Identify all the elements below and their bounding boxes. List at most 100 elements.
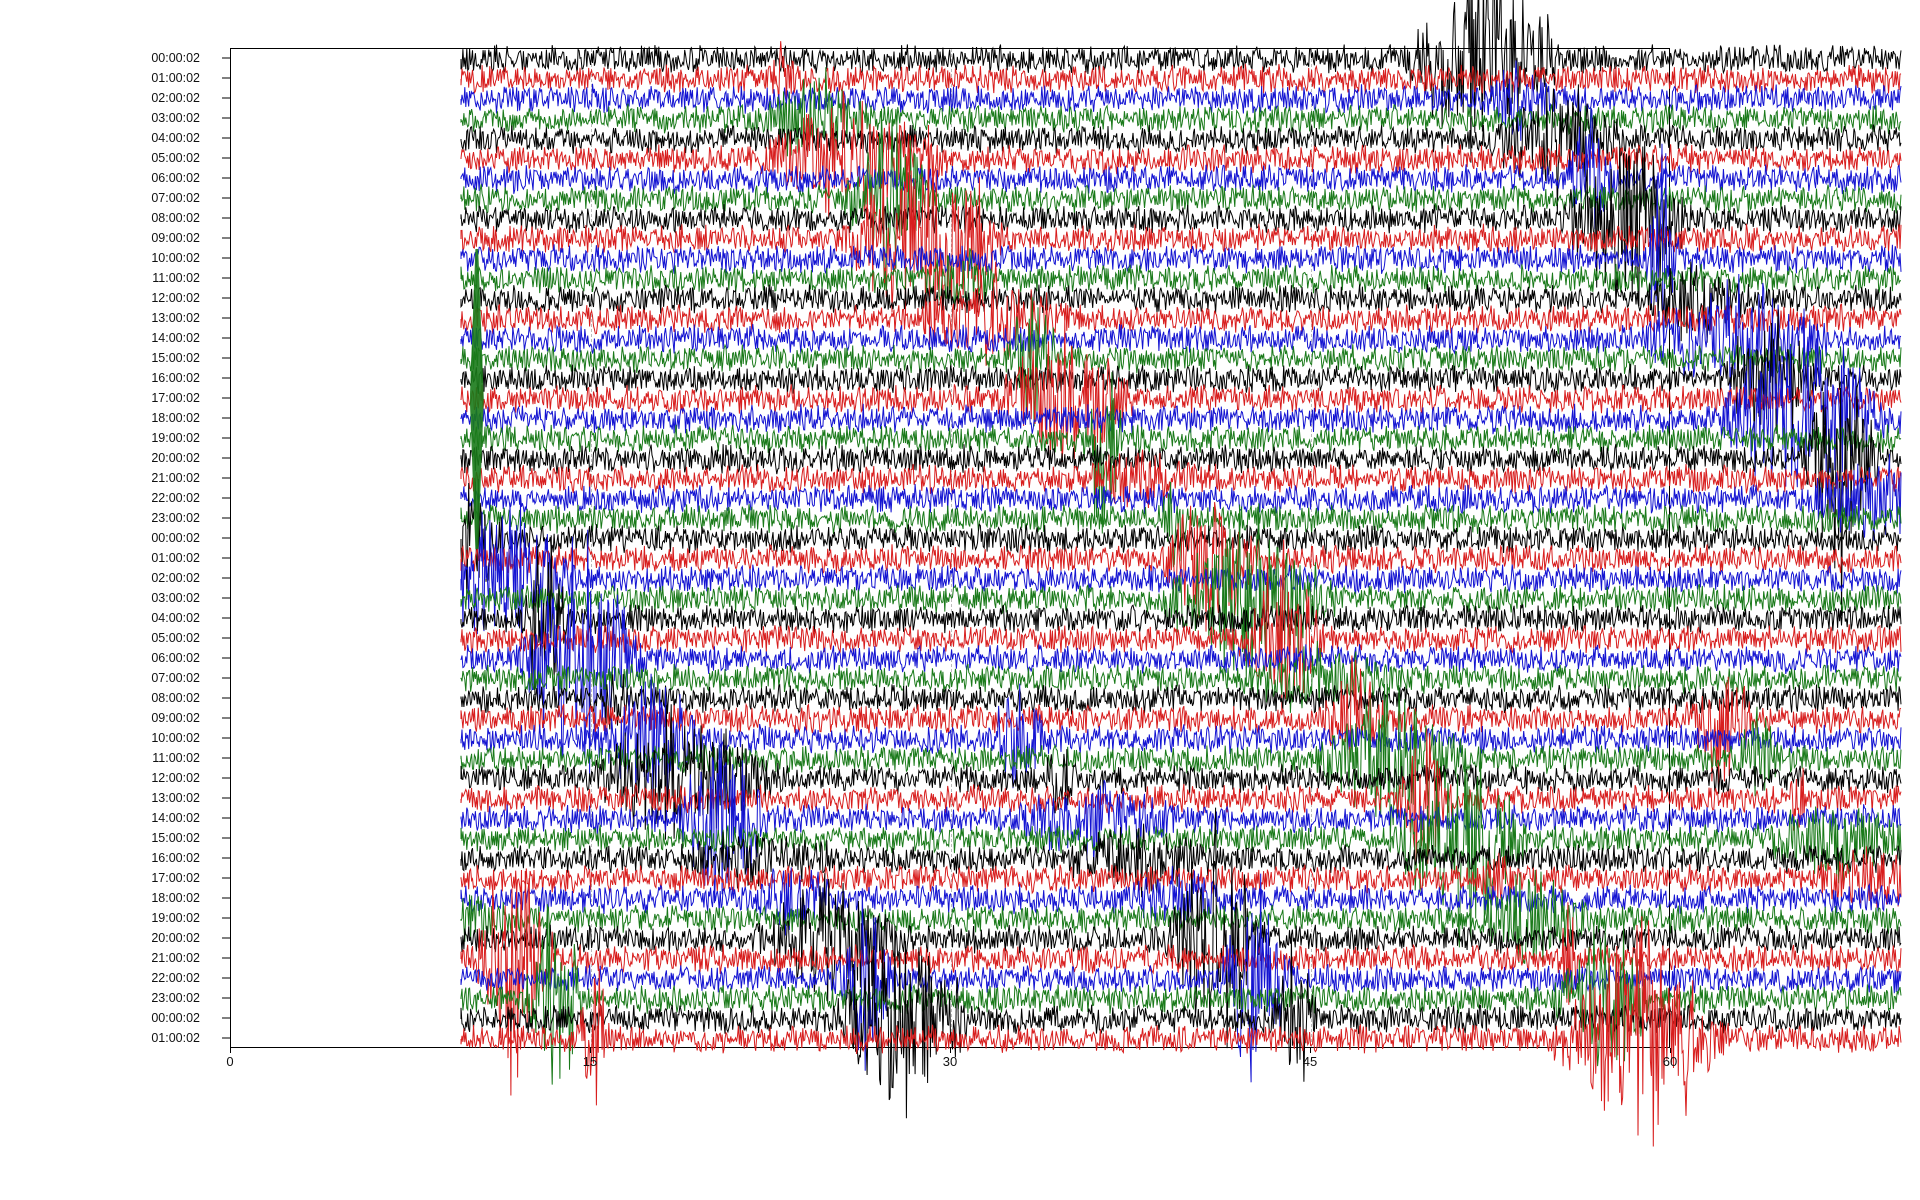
- row-tick-40: [222, 858, 230, 859]
- row-time-label-4: 04:00:02: [0, 131, 210, 145]
- row-tick-38: [222, 818, 230, 819]
- row-time-label-29: 05:00:02: [0, 631, 210, 645]
- row-tick-7: [222, 198, 230, 199]
- row-time-label-31: 07:00:02: [0, 671, 210, 685]
- row-time-label-22: 22:00:02: [0, 491, 210, 505]
- row-time-label-48: 00:00:02: [0, 1011, 210, 1025]
- row-time-label-5: 05:00:02: [0, 151, 210, 165]
- xaxis-tick-mark-30: [950, 1048, 951, 1053]
- row-tick-13: [222, 318, 230, 319]
- row-time-label-16: 16:00:02: [0, 371, 210, 385]
- row-time-label-32: 08:00:02: [0, 691, 210, 705]
- row-time-label-24: 00:00:02: [0, 531, 210, 545]
- row-time-label-39: 15:00:02: [0, 831, 210, 845]
- row-time-label-9: 09:00:02: [0, 231, 210, 245]
- row-time-label-19: 19:00:02: [0, 431, 210, 445]
- row-time-label-2: 02:00:02: [0, 91, 210, 105]
- row-tick-41: [222, 878, 230, 879]
- row-time-label-34: 10:00:02: [0, 731, 210, 745]
- row-tick-39: [222, 838, 230, 839]
- row-time-label-37: 13:00:02: [0, 791, 210, 805]
- row-time-label-30: 06:00:02: [0, 651, 210, 665]
- row-time-label-15: 15:00:02: [0, 351, 210, 365]
- row-time-label-13: 13:00:02: [0, 311, 210, 325]
- row-tick-2: [222, 98, 230, 99]
- row-tick-11: [222, 278, 230, 279]
- row-time-label-49: 01:00:02: [0, 1031, 210, 1045]
- row-tick-15: [222, 358, 230, 359]
- row-tick-26: [222, 578, 230, 579]
- row-time-label-6: 06:00:02: [0, 171, 210, 185]
- row-tick-29: [222, 638, 230, 639]
- row-time-label-17: 17:00:02: [0, 391, 210, 405]
- row-tick-3: [222, 118, 230, 119]
- row-time-label-3: 03:00:02: [0, 111, 210, 125]
- row-time-label-7: 07:00:02: [0, 191, 210, 205]
- row-tick-1: [222, 78, 230, 79]
- row-time-label-41: 17:00:02: [0, 871, 210, 885]
- row-tick-44: [222, 938, 230, 939]
- row-tick-14: [222, 338, 230, 339]
- row-tick-19: [222, 438, 230, 439]
- row-tick-8: [222, 218, 230, 219]
- row-time-label-20: 20:00:02: [0, 451, 210, 465]
- row-time-label-45: 21:00:02: [0, 951, 210, 965]
- plot-area: [230, 48, 1670, 1048]
- row-tick-20: [222, 458, 230, 459]
- xaxis-tick-0: 0: [226, 1054, 233, 1069]
- row-time-label-44: 20:00:02: [0, 931, 210, 945]
- row-time-label-1: 01:00:02: [0, 71, 210, 85]
- row-tick-34: [222, 738, 230, 739]
- row-tick-49: [222, 1038, 230, 1039]
- row-time-label-10: 10:00:02: [0, 251, 210, 265]
- xaxis-tick-15: 15: [583, 1054, 597, 1069]
- row-tick-33: [222, 718, 230, 719]
- row-tick-21: [222, 478, 230, 479]
- row-time-label-23: 23:00:02: [0, 511, 210, 525]
- row-tick-22: [222, 498, 230, 499]
- xaxis-tick-mark-0: [230, 1048, 231, 1053]
- row-tick-32: [222, 698, 230, 699]
- row-time-label-35: 11:00:02: [0, 751, 210, 765]
- xaxis-tick-45: 45: [1303, 1054, 1317, 1069]
- xaxis-tick-30: 30: [943, 1054, 957, 1069]
- row-time-label-38: 14:00:02: [0, 811, 210, 825]
- xaxis-tick-mark-15: [590, 1048, 591, 1053]
- row-time-label-42: 18:00:02: [0, 891, 210, 905]
- row-time-label-25: 01:00:02: [0, 551, 210, 565]
- row-time-label-18: 18:00:02: [0, 411, 210, 425]
- row-tick-25: [222, 558, 230, 559]
- row-tick-27: [222, 598, 230, 599]
- row-tick-35: [222, 758, 230, 759]
- row-tick-37: [222, 798, 230, 799]
- row-tick-31: [222, 678, 230, 679]
- row-tick-10: [222, 258, 230, 259]
- row-time-label-36: 12:00:02: [0, 771, 210, 785]
- xaxis-tick-mark-45: [1310, 1048, 1311, 1053]
- row-tick-4: [222, 138, 230, 139]
- row-time-label-8: 08:00:02: [0, 211, 210, 225]
- row-time-label-40: 16:00:02: [0, 851, 210, 865]
- row-tick-43: [222, 918, 230, 919]
- row-tick-47: [222, 998, 230, 999]
- row-tick-24: [222, 538, 230, 539]
- row-time-label-14: 14:00:02: [0, 331, 210, 345]
- row-tick-36: [222, 778, 230, 779]
- row-time-label-47: 23:00:02: [0, 991, 210, 1005]
- row-tick-18: [222, 418, 230, 419]
- row-tick-17: [222, 398, 230, 399]
- row-tick-5: [222, 158, 230, 159]
- row-tick-28: [222, 618, 230, 619]
- row-tick-46: [222, 978, 230, 979]
- xaxis-tick-mark-60: [1670, 1048, 1671, 1053]
- row-tick-30: [222, 658, 230, 659]
- row-time-label-12: 12:00:02: [0, 291, 210, 305]
- row-tick-6: [222, 178, 230, 179]
- row-time-label-27: 03:00:02: [0, 591, 210, 605]
- row-tick-9: [222, 238, 230, 239]
- row-time-label-21: 21:00:02: [0, 471, 210, 485]
- row-time-label-33: 09:00:02: [0, 711, 210, 725]
- row-tick-48: [222, 1018, 230, 1019]
- row-tick-0: [222, 58, 230, 59]
- row-time-label-0: 00:00:02: [0, 51, 210, 65]
